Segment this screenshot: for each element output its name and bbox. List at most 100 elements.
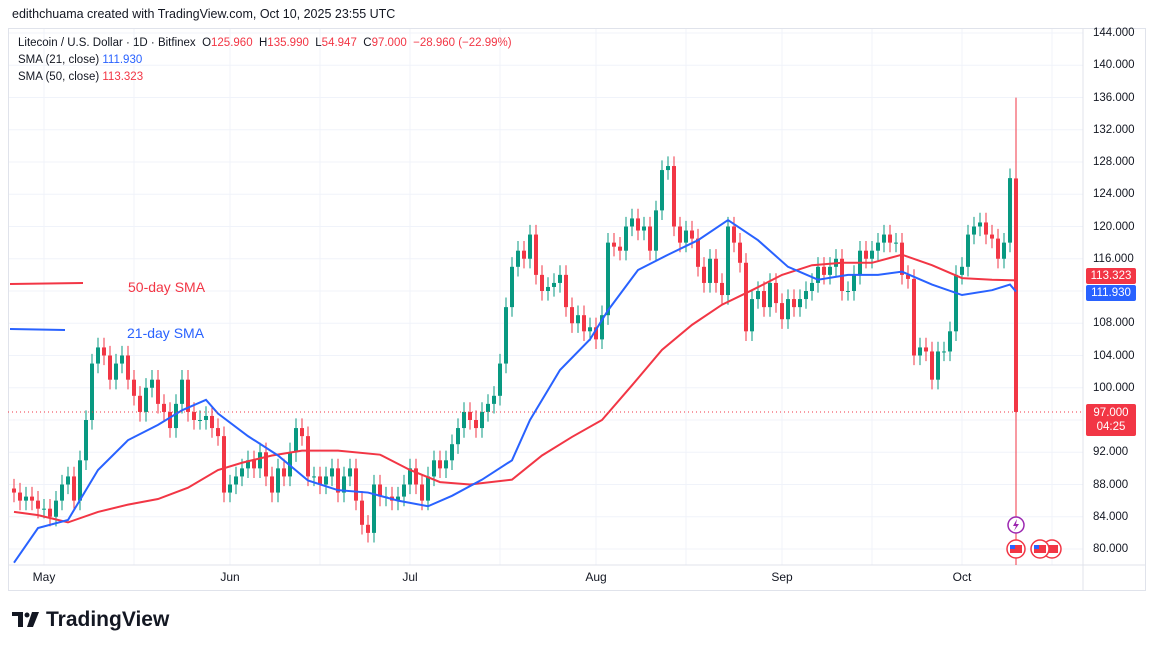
candle-body (258, 452, 262, 469)
candle-body (912, 278, 916, 356)
symbol-title: Litecoin / U.S. Dollar · 1D · Bitfinex (18, 37, 196, 49)
candle-body (558, 274, 562, 283)
sma50-legend-row: SMA (50, close) 113.323 (18, 69, 512, 86)
time-tick-label: Sep (771, 570, 793, 584)
candle-body (462, 411, 466, 429)
candle-body (570, 307, 574, 324)
chart-credit: edithchuama created with TradingView.com… (12, 7, 396, 21)
candle-body (396, 496, 400, 501)
close-value: 97.000 (371, 37, 407, 49)
candle-body (510, 266, 514, 308)
candle-body (492, 395, 496, 404)
candle-body (540, 274, 544, 291)
candle-body (1008, 178, 1012, 243)
open-value: 125.960 (211, 37, 253, 49)
candle-body (456, 428, 460, 445)
sma21-legend-row: SMA (21, close) 111.930 (18, 52, 512, 69)
candle-body (444, 460, 448, 469)
candle-body (918, 347, 922, 356)
price-tick-label: 124.000 (1093, 188, 1135, 201)
candle-body (228, 484, 232, 493)
candle-body (738, 242, 742, 263)
low-value: 54.947 (321, 37, 357, 49)
us-flag-event-icons[interactable] (1006, 539, 1062, 559)
candle-body (102, 347, 106, 356)
price-tick-label: 116.000 (1093, 252, 1134, 265)
candle-body (810, 282, 814, 291)
sma21-line (13, 218, 1017, 564)
candle-body (846, 291, 850, 292)
sma21-value: 111.930 (102, 54, 143, 66)
candle-body (528, 234, 532, 259)
candle-body (150, 379, 154, 388)
sma21-annotation-line (9, 328, 66, 331)
candle-body (792, 299, 796, 308)
candle-body (816, 266, 820, 283)
candle-body (84, 420, 88, 461)
candle-body (534, 234, 538, 275)
candle-body (246, 460, 250, 469)
candle-body (966, 234, 970, 267)
candle-body (984, 222, 988, 235)
sma50-line (13, 253, 1017, 524)
candle-body (546, 286, 550, 291)
candle-body (498, 363, 502, 396)
candle-body (294, 428, 298, 453)
candle-body (342, 476, 346, 493)
candle-body (996, 238, 1000, 259)
candle-body (408, 468, 412, 485)
candle-body (828, 266, 832, 275)
time-tick-label: Jul (402, 570, 418, 584)
price-tick-label: 100.000 (1093, 381, 1135, 394)
time-tick-label: Oct (952, 570, 972, 584)
candle-body (204, 415, 208, 420)
candle-body (852, 274, 856, 291)
candle-body (576, 315, 580, 324)
sma50-label: SMA (50, close) (18, 71, 100, 83)
candle-body (468, 411, 472, 420)
candle-body (804, 291, 808, 300)
sma21-label: SMA (21, close) (18, 54, 100, 66)
candle-body (354, 468, 358, 501)
candle-body (672, 166, 676, 227)
high-label: H (258, 37, 268, 49)
candle-body (708, 258, 712, 283)
candle-body (348, 468, 352, 477)
candle-body (978, 222, 982, 227)
sma21-price-tag: 111.930 (1086, 285, 1136, 301)
candle-body (648, 226, 652, 251)
candle-body (798, 299, 802, 308)
sma50-annotation: 50-day SMA (128, 279, 206, 295)
candle-body (438, 460, 442, 469)
candle-body (696, 238, 700, 267)
candle-body (426, 476, 430, 501)
candle-body (864, 250, 868, 259)
tradingview-logo[interactable]: TradingView (12, 608, 169, 632)
candle-body (306, 436, 310, 477)
candle-body (582, 315, 586, 332)
candle-body (162, 403, 166, 412)
lightning-event-icon[interactable] (1007, 516, 1025, 534)
candle-body (234, 476, 238, 485)
candle-body (186, 379, 190, 412)
candle-body (552, 282, 556, 287)
candle-body (402, 484, 406, 497)
candle-body (414, 468, 418, 485)
candle-body (744, 262, 748, 332)
candle-body (636, 218, 640, 231)
candle-body (54, 500, 58, 517)
candle-body (372, 484, 376, 533)
price-tick-label: 140.000 (1093, 59, 1135, 72)
candle-body (78, 460, 82, 501)
candle-body (18, 492, 22, 501)
candle-body (318, 476, 322, 485)
time-tick-label: Aug (585, 570, 607, 584)
candle-body (786, 299, 790, 320)
candle-body (822, 266, 826, 275)
candle-body (870, 250, 874, 259)
candle-body (42, 508, 46, 510)
candle-body (504, 307, 508, 364)
candle-body (630, 218, 634, 227)
candle-body (144, 387, 148, 412)
